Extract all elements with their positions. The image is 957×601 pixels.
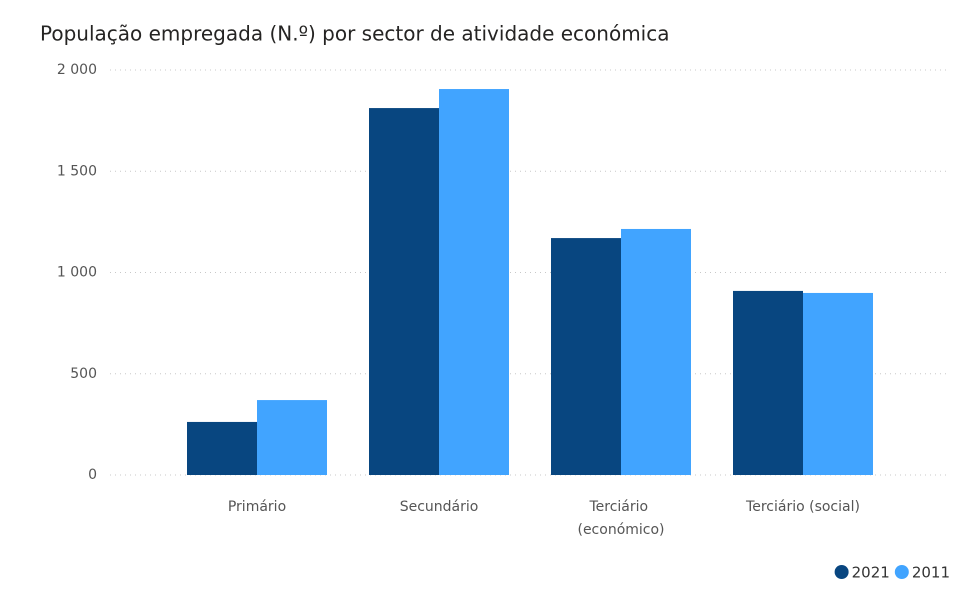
y-tick-label: 1 500	[57, 163, 97, 179]
chart-title: População empregada (N.º) por sector de …	[40, 22, 670, 46]
x-tick-label: Terciário (económico)	[577, 499, 664, 538]
x-tick-label: Secundário	[400, 499, 479, 515]
bar	[551, 238, 621, 475]
legend-swatch	[894, 565, 909, 579]
y-tick-label: 0	[88, 467, 97, 483]
bar	[257, 400, 327, 475]
y-tick-label: 1 000	[57, 265, 97, 281]
bar	[187, 421, 257, 475]
legend-label: 2011	[912, 564, 950, 582]
bar	[621, 228, 691, 475]
bar	[803, 292, 873, 475]
bar	[733, 290, 803, 475]
bar	[369, 108, 439, 475]
legend-swatch	[834, 565, 849, 579]
legend-label: 2021	[852, 564, 890, 582]
x-tick-label: Terciário (social)	[745, 499, 860, 515]
bar	[439, 89, 509, 475]
x-tick-label: Primário	[228, 499, 286, 515]
y-tick-label: 2 000	[57, 62, 97, 78]
y-tick-label: 500	[70, 366, 97, 382]
